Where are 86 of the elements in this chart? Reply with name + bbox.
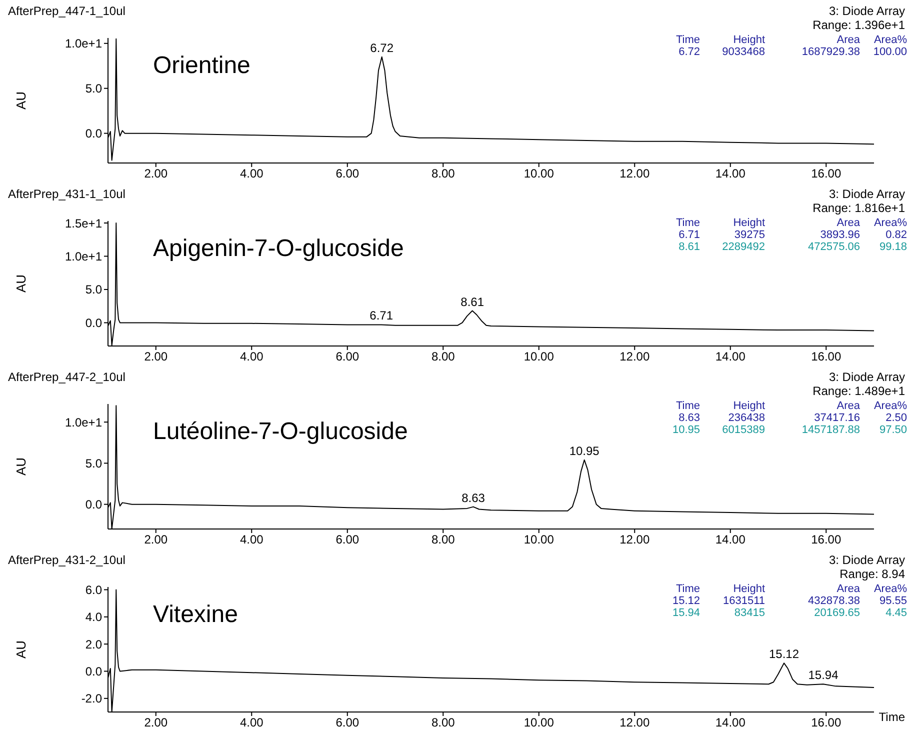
y-tick-label: 0.0: [85, 316, 102, 330]
y-axis-title: AU: [14, 274, 29, 293]
x-tick-label: 2.00: [144, 166, 168, 181]
y-tick-label: 2.0: [85, 637, 102, 652]
y-tick-label: 5.0: [85, 282, 102, 297]
annotation: 6.72: [370, 40, 394, 55]
x-tick-label: 8.00: [431, 716, 456, 730]
y-tick-label: 0.0: [85, 664, 102, 678]
text: 6.72 9033468 1687929.38 100.00: [678, 46, 907, 58]
chart-subtitle: 3: Diode Array: [828, 370, 905, 384]
y-axis-title: AU: [14, 91, 29, 110]
text: 8.63 236438 37417.16 2.50: [678, 412, 907, 424]
chart-title: AfterPrep_431-2_10ul: [8, 553, 126, 567]
x-tick-label: 10.00: [524, 716, 554, 730]
annotation: 10.95: [569, 444, 600, 458]
x-tick-label: 10.00: [524, 532, 554, 547]
y-tick-label: 1.0e+1: [64, 250, 102, 264]
text: 6.71 39275 3893.96 0.82: [678, 229, 907, 241]
y-tick-label: 1.0e+1: [64, 36, 102, 51]
text: Time Height Area Area%: [676, 400, 907, 412]
x-tick-label: 14.00: [715, 716, 746, 730]
x-tick-label: 8.00: [431, 166, 456, 181]
chart-title: AfterPrep_431-1_10ul: [8, 187, 126, 201]
x-tick-label: 14.00: [715, 166, 746, 181]
x-tick-label: 10.00: [524, 166, 554, 181]
x-tick-label: 16.00: [811, 532, 842, 547]
x-axis-title: Time: [878, 710, 905, 724]
y-axis-title: AU: [14, 640, 29, 659]
text: 15.12 1631511 432878.38 95.55: [672, 595, 907, 607]
y-tick-label: 5.0: [85, 456, 102, 470]
x-tick-label: 12.00: [620, 166, 650, 181]
x-tick-label: 4.00: [240, 166, 264, 181]
chart-subtitle: 3: Diode Array: [828, 553, 905, 567]
annotation: 8.61: [460, 294, 484, 309]
x-tick-label: 6.00: [336, 716, 360, 730]
annotation: 8.63: [462, 490, 486, 505]
y-tick-label: -2.0: [81, 692, 102, 706]
annotation: 15.94: [808, 668, 839, 682]
text: Range: 1.816e+1: [812, 201, 905, 215]
x-tick-label: 4.00: [240, 532, 264, 547]
x-tick-label: 14.00: [715, 350, 746, 364]
y-tick-label: 0.0: [85, 498, 102, 512]
text: Range: 1.489e+1: [812, 384, 905, 398]
annotation: 15.12: [768, 647, 800, 662]
chart-subtitle: 3: Diode Array: [828, 187, 905, 201]
y-tick-label: 0.0: [85, 126, 102, 141]
y-tick-label: 4.0: [85, 610, 102, 624]
text: 10.95 6015389 1457187.88 97.50: [672, 424, 907, 436]
x-tick-label: 8.00: [431, 350, 456, 364]
x-tick-label: 2.00: [144, 716, 168, 730]
x-tick-label: 14.00: [715, 532, 746, 547]
annotation: Lutéoline-7-O-glucoside: [153, 418, 408, 446]
x-tick-label: 2.00: [144, 532, 168, 547]
text: Time Height Area Area%: [676, 583, 907, 595]
text: Range: 8.94: [840, 567, 905, 581]
x-tick-label: 12.00: [620, 716, 650, 730]
y-tick-label: 1.5e+1: [64, 216, 102, 230]
chart-title: AfterPrep_447-1_10ul: [8, 4, 126, 18]
y-tick-label: 5.0: [85, 82, 102, 96]
x-tick-label: 6.00: [336, 166, 360, 181]
x-tick-label: 12.00: [620, 350, 650, 364]
y-axis-title: AU: [14, 457, 29, 476]
x-tick-label: 4.00: [240, 350, 264, 364]
annotation: 6.71: [370, 308, 394, 323]
x-tick-label: 16.00: [811, 166, 842, 181]
x-tick-label: 16.00: [811, 716, 842, 730]
text: 15.94 83415 20169.65 4.45: [672, 607, 907, 619]
text: Range: 1.396e+1: [812, 18, 905, 32]
y-tick-label: 6.0: [85, 582, 102, 597]
x-tick-label: 6.00: [336, 350, 360, 364]
x-tick-label: 4.00: [240, 716, 264, 730]
x-tick-label: 16.00: [811, 350, 842, 364]
annotation: Orientine: [153, 52, 250, 80]
x-tick-label: 8.00: [431, 532, 456, 547]
x-tick-label: 12.00: [620, 532, 650, 547]
x-tick-label: 2.00: [144, 350, 168, 364]
y-tick-label: 1.0e+1: [64, 415, 102, 430]
text: Time Height Area Area%: [676, 34, 907, 46]
x-tick-label: 10.00: [524, 350, 554, 364]
annotation: Vitexine: [153, 601, 238, 629]
chart-subtitle: 3: Diode Array: [828, 4, 905, 18]
text: Time Height Area Area%: [676, 217, 907, 229]
annotation: Apigenin-7-O-glucoside: [153, 235, 404, 263]
text: 8.61 2289492 472575.06 99.18: [678, 241, 907, 253]
x-tick-label: 6.00: [336, 532, 360, 547]
chart-title: AfterPrep_447-2_10ul: [8, 370, 126, 384]
